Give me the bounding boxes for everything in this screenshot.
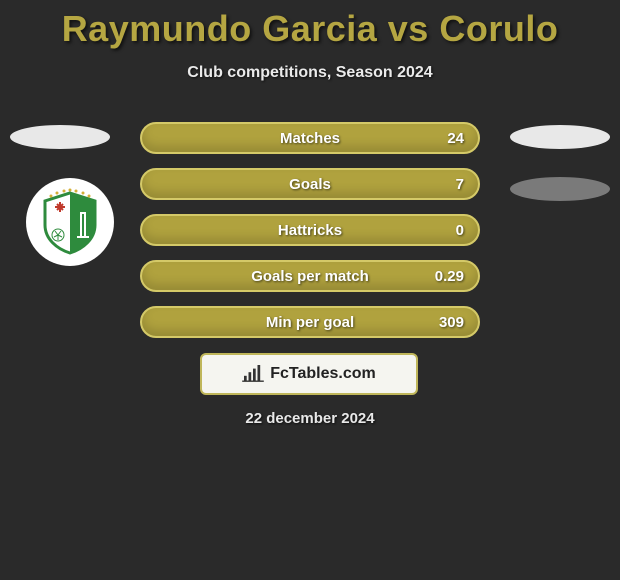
bar-chart-icon [242, 365, 264, 383]
brand-label: FcTables.com [270, 365, 376, 383]
stat-value: 309 [439, 314, 464, 331]
player-right-club-placeholder [510, 177, 610, 201]
stat-value: 0 [456, 222, 464, 239]
stats-container: Matches 24 Goals 7 Hattricks 0 Goals per… [140, 122, 480, 352]
stat-bar: Min per goal 309 [140, 306, 480, 338]
date-label: 22 december 2024 [0, 410, 620, 427]
stat-bar: Matches 24 [140, 122, 480, 154]
stat-bar: Goals per match 0.29 [140, 260, 480, 292]
stat-value: 0.29 [435, 268, 464, 285]
stat-label: Goals [142, 176, 478, 193]
player-right-avatar-placeholder [510, 125, 610, 149]
stat-bar: Hattricks 0 [140, 214, 480, 246]
subtitle: Club competitions, Season 2024 [0, 64, 620, 82]
stat-value: 7 [456, 176, 464, 193]
stat-label: Goals per match [142, 268, 478, 285]
stat-label: Hattricks [142, 222, 478, 239]
club-badge [26, 178, 114, 266]
stat-label: Min per goal [142, 314, 478, 331]
page-title: Raymundo Garcia vs Corulo [0, 0, 620, 50]
brand-footer[interactable]: FcTables.com [200, 353, 418, 395]
stat-value: 24 [447, 130, 464, 147]
player-left-avatar-placeholder [10, 125, 110, 149]
stat-label: Matches [142, 130, 478, 147]
club-crest-icon [35, 187, 105, 257]
stat-bar: Goals 7 [140, 168, 480, 200]
